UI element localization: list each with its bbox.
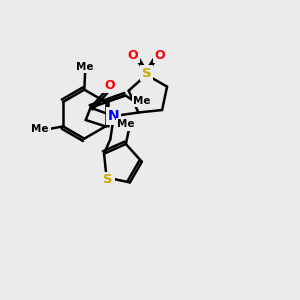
Text: S: S: [142, 67, 151, 80]
Text: O: O: [104, 79, 115, 92]
Text: O: O: [127, 49, 138, 62]
Text: O: O: [155, 49, 165, 62]
Text: N: N: [108, 109, 120, 123]
Text: Me: Me: [133, 95, 151, 106]
Text: S: S: [103, 173, 113, 186]
Text: Me: Me: [76, 62, 94, 72]
Text: Me: Me: [117, 119, 135, 129]
Text: Me: Me: [32, 124, 49, 134]
